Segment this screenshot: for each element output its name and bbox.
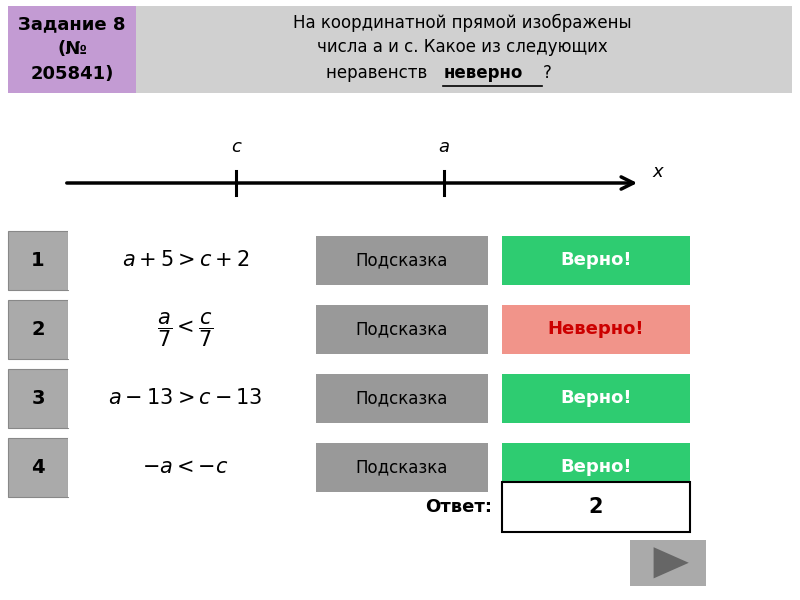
FancyBboxPatch shape bbox=[502, 236, 690, 285]
Text: x: x bbox=[652, 163, 662, 181]
FancyBboxPatch shape bbox=[502, 305, 690, 354]
Text: ?: ? bbox=[542, 64, 551, 82]
Text: Подсказка: Подсказка bbox=[355, 251, 448, 269]
Text: $\dfrac{a}{7}<\dfrac{c}{7}$: $\dfrac{a}{7}<\dfrac{c}{7}$ bbox=[158, 310, 214, 349]
Text: c: c bbox=[231, 138, 241, 156]
Text: Верно!: Верно! bbox=[560, 458, 632, 476]
FancyBboxPatch shape bbox=[68, 369, 304, 428]
FancyBboxPatch shape bbox=[68, 300, 304, 359]
FancyBboxPatch shape bbox=[316, 374, 488, 423]
Text: Ответ:: Ответ: bbox=[425, 498, 492, 516]
FancyBboxPatch shape bbox=[502, 482, 690, 532]
Text: a: a bbox=[438, 138, 450, 156]
FancyBboxPatch shape bbox=[8, 438, 68, 497]
FancyBboxPatch shape bbox=[8, 6, 136, 93]
Text: Неверно!: Неверно! bbox=[548, 320, 644, 338]
FancyBboxPatch shape bbox=[316, 236, 488, 285]
Text: числа а и с. Какое из следующих: числа а и с. Какое из следующих bbox=[317, 38, 608, 56]
FancyBboxPatch shape bbox=[502, 443, 690, 492]
Text: 2: 2 bbox=[589, 497, 603, 517]
Text: Подсказка: Подсказка bbox=[355, 389, 448, 407]
Text: На координатной прямой изображены: На координатной прямой изображены bbox=[293, 14, 632, 32]
FancyBboxPatch shape bbox=[8, 231, 68, 290]
Text: $-a<-c$: $-a<-c$ bbox=[142, 457, 229, 478]
FancyBboxPatch shape bbox=[68, 231, 304, 290]
FancyBboxPatch shape bbox=[316, 305, 488, 354]
Text: Задание 8
(№
205841): Задание 8 (№ 205841) bbox=[18, 15, 126, 83]
Text: 3: 3 bbox=[31, 389, 45, 408]
FancyBboxPatch shape bbox=[316, 443, 488, 492]
FancyBboxPatch shape bbox=[8, 300, 68, 359]
FancyBboxPatch shape bbox=[502, 374, 690, 423]
FancyBboxPatch shape bbox=[8, 369, 68, 428]
Text: 2: 2 bbox=[31, 320, 45, 339]
Text: Верно!: Верно! bbox=[560, 251, 632, 269]
Text: Подсказка: Подсказка bbox=[355, 320, 448, 338]
Text: 1: 1 bbox=[31, 251, 45, 270]
FancyBboxPatch shape bbox=[630, 540, 706, 586]
FancyBboxPatch shape bbox=[136, 6, 792, 93]
Text: $a+5>c+2$: $a+5>c+2$ bbox=[122, 250, 250, 271]
Text: Подсказка: Подсказка bbox=[355, 458, 448, 476]
FancyBboxPatch shape bbox=[68, 438, 304, 497]
Text: Верно!: Верно! bbox=[560, 389, 632, 407]
Text: неверно: неверно bbox=[443, 64, 522, 82]
Text: неравенств: неравенств bbox=[326, 64, 433, 82]
Polygon shape bbox=[654, 547, 689, 578]
Text: 4: 4 bbox=[31, 458, 45, 477]
Text: $a-13>c-13$: $a-13>c-13$ bbox=[108, 388, 263, 409]
